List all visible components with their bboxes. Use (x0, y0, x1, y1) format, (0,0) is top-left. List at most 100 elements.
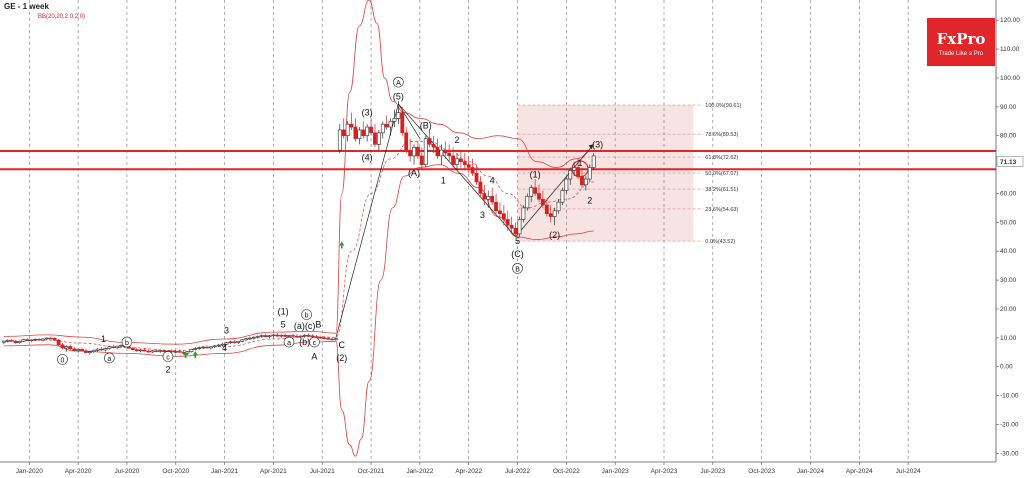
candle-body (533, 187, 538, 194)
y-tick-label: 30.00 (1000, 277, 1017, 284)
candle-body (103, 348, 108, 351)
x-tick-label: Jan-2020 (16, 468, 43, 475)
candle-body (72, 348, 77, 351)
fib-level-label: 50.0%(67.07) (705, 171, 738, 177)
candle-body (537, 193, 541, 200)
candle-body (236, 341, 241, 343)
candle-body (41, 338, 45, 341)
candle-body (341, 129, 346, 137)
candle-body (447, 152, 452, 157)
candle-body (369, 126, 373, 134)
candle-body (404, 132, 409, 151)
candle-body (302, 334, 307, 337)
candle-body (205, 346, 209, 349)
candle-body (427, 138, 432, 145)
candle-body (99, 348, 104, 351)
candle-body (134, 349, 139, 352)
last-price-box (996, 156, 1024, 167)
candle-body (458, 158, 463, 162)
wave-label: b (125, 340, 129, 347)
y-tick-label: 20.00 (1000, 306, 1017, 313)
fib-level-label: 61.8%(72.62) (705, 155, 738, 161)
candle-body (521, 207, 526, 220)
y-tick-label: 10.00 (1000, 335, 1017, 342)
wave-label: c (166, 354, 170, 361)
candle-body (431, 144, 436, 148)
wave-label: 0 (61, 357, 65, 364)
wave-label: 1 (578, 158, 583, 168)
candle-body (357, 129, 362, 139)
candle-body (525, 196, 530, 209)
candle-body (498, 210, 502, 214)
candle-body (580, 175, 584, 186)
candle-body (169, 350, 174, 353)
candle-body (283, 334, 288, 337)
candle-body (271, 334, 276, 337)
candle-body (486, 196, 491, 200)
candle-body (400, 112, 405, 134)
candle-body (376, 132, 381, 145)
wave-label: (a)(c) (294, 321, 316, 331)
y-tick-label: 60.00 (1000, 190, 1017, 197)
wave-label-circle (512, 263, 523, 274)
candle-body (318, 336, 323, 339)
candle-body (556, 201, 561, 212)
wave-label: c (313, 340, 317, 347)
candle-body (435, 146, 440, 157)
wave-label: 5 (281, 320, 286, 330)
x-tick-label: Jan-2022 (406, 468, 433, 475)
candle-body (544, 204, 549, 214)
wave-label: 1 (101, 334, 106, 344)
candle-body (130, 347, 135, 350)
wave-label: 3 (224, 326, 229, 336)
wave-label: (b) (299, 337, 310, 347)
trend-line (335, 103, 399, 338)
fib-level-label: 38.2%(61.51) (705, 187, 738, 193)
wave-label: (1) (530, 170, 541, 180)
candle-body (189, 349, 194, 352)
x-tick-label: Apr-2020 (65, 468, 92, 475)
candle-body (568, 170, 573, 180)
candle-body (310, 335, 315, 337)
candle-body (197, 347, 202, 349)
candle-body (392, 118, 397, 122)
candle-body (564, 178, 569, 191)
candle-body (91, 349, 96, 352)
candle-body (509, 224, 514, 229)
candle-body (52, 338, 57, 341)
candle-body (220, 343, 225, 346)
candle-body (334, 338, 338, 340)
x-tick-label: Jul-2020 (114, 468, 139, 475)
buy-arrow (183, 351, 189, 359)
bb-middle-line (3, 141, 594, 351)
candle-body (56, 339, 61, 346)
candle-body (279, 334, 284, 337)
candle-body (373, 132, 377, 145)
wave-label: 4 (490, 175, 495, 185)
wave-label: (A) (408, 168, 420, 178)
x-tick-label: Apr-2023 (651, 468, 678, 475)
wave-label: 1 (441, 175, 446, 185)
x-tick-label: Apr-2022 (455, 468, 482, 475)
x-tick-label: Jan-2024 (797, 468, 824, 475)
candle-body (263, 335, 268, 337)
candle-body (267, 335, 272, 337)
wave-label: (3) (362, 108, 373, 118)
buy-arrow (339, 241, 345, 249)
wave-label: B (315, 320, 321, 330)
candle-body (107, 346, 112, 349)
wave-label: a (107, 356, 111, 363)
x-tick-label: Oct-2021 (358, 468, 385, 475)
candle-body (5, 340, 10, 342)
candle-body (240, 339, 245, 342)
candle-body (353, 126, 358, 139)
fib-level-label: 78.6%(80.53) (705, 132, 738, 138)
wave-label: C (339, 340, 346, 350)
candle-body (548, 213, 553, 217)
candle-body (259, 335, 264, 337)
fib-level-label: 0.0%(43.52) (705, 239, 735, 245)
candle-body (423, 138, 428, 165)
candle-body (115, 345, 120, 348)
candle-body (466, 164, 471, 168)
